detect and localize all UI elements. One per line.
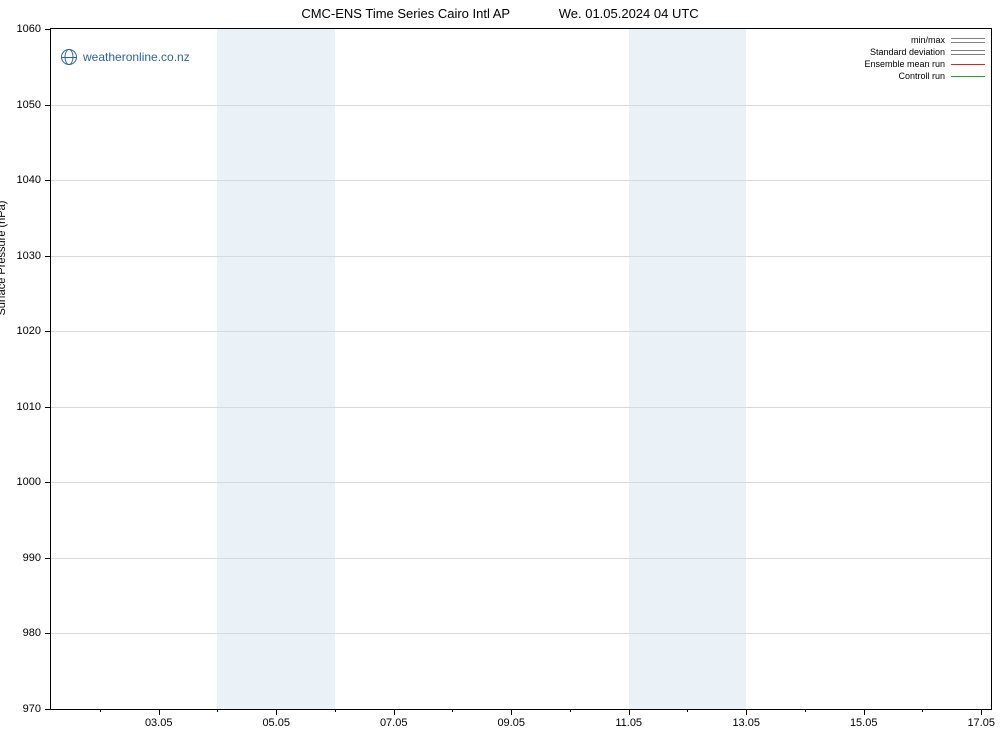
chart-date: We. 01.05.2024 04 UTC bbox=[559, 6, 699, 21]
y-tick-label: 1060 bbox=[17, 23, 41, 35]
grid-line bbox=[51, 180, 991, 181]
y-tick-label: 970 bbox=[23, 703, 41, 715]
y-tick-label: 1010 bbox=[17, 401, 41, 413]
x-tick-minor bbox=[100, 709, 101, 712]
x-tick-minor bbox=[687, 709, 688, 712]
y-tick-label: 1040 bbox=[17, 174, 41, 186]
chart-container: CMC-ENS Time Series Cairo Intl AP We. 01… bbox=[0, 0, 1000, 733]
legend-item: Ensemble mean run bbox=[864, 58, 985, 70]
watermark: weatheronline.co.nz bbox=[61, 49, 190, 65]
grid-line bbox=[51, 482, 991, 483]
y-tick bbox=[45, 709, 51, 710]
grid-line bbox=[51, 105, 991, 106]
y-tick bbox=[45, 256, 51, 257]
x-tick-label: 15.05 bbox=[850, 717, 878, 729]
legend-item: Controll run bbox=[898, 70, 985, 82]
x-tick-label: 09.05 bbox=[497, 717, 525, 729]
x-tick-label: 05.05 bbox=[262, 717, 290, 729]
x-tick-minor bbox=[452, 709, 453, 712]
globe-icon bbox=[61, 49, 77, 65]
x-tick bbox=[276, 709, 277, 715]
legend-line-icon bbox=[951, 64, 985, 65]
y-tick-label: 1050 bbox=[17, 99, 41, 111]
x-tick-label: 13.05 bbox=[732, 717, 760, 729]
y-tick-label: 990 bbox=[23, 552, 41, 564]
legend-line-icon bbox=[951, 76, 985, 77]
legend-item: Standard deviation bbox=[870, 46, 985, 58]
legend-line-icon bbox=[951, 38, 985, 43]
legend-label: Ensemble mean run bbox=[864, 59, 945, 69]
y-tick bbox=[45, 558, 51, 559]
y-tick-label: 1000 bbox=[17, 476, 41, 488]
legend: min/max Standard deviation Ensemble mean r… bbox=[864, 34, 985, 82]
x-tick-label: 17.05 bbox=[967, 717, 995, 729]
grid-line bbox=[51, 558, 991, 559]
legend-item: min/max bbox=[911, 34, 985, 46]
y-tick-label: 1020 bbox=[17, 325, 41, 337]
x-tick-minor bbox=[805, 709, 806, 712]
x-tick-minor bbox=[570, 709, 571, 712]
x-tick bbox=[394, 709, 395, 715]
chart-title: CMC-ENS Time Series Cairo Intl AP bbox=[301, 6, 510, 21]
x-tick-label: 03.05 bbox=[145, 717, 173, 729]
x-tick bbox=[746, 709, 747, 715]
weekend-band bbox=[217, 29, 335, 709]
legend-label: min/max bbox=[911, 35, 945, 45]
legend-line-icon bbox=[951, 50, 985, 55]
x-tick-minor bbox=[922, 709, 923, 712]
y-tick-label: 1030 bbox=[17, 250, 41, 262]
x-tick-label: 07.05 bbox=[380, 717, 408, 729]
y-tick bbox=[45, 407, 51, 408]
y-tick-label: 980 bbox=[23, 627, 41, 639]
x-tick bbox=[981, 709, 982, 715]
chart-title-group: CMC-ENS Time Series Cairo Intl AP We. 01… bbox=[0, 6, 1000, 21]
legend-label: Controll run bbox=[898, 71, 945, 81]
x-tick-label: 11.05 bbox=[615, 717, 642, 729]
y-axis-label: Surface Pressure (hPa) bbox=[0, 200, 8, 315]
y-tick bbox=[45, 180, 51, 181]
y-tick bbox=[45, 633, 51, 634]
x-tick bbox=[159, 709, 160, 715]
x-tick-minor bbox=[335, 709, 336, 712]
weekend-band bbox=[629, 29, 747, 709]
grid-line bbox=[51, 407, 991, 408]
y-tick bbox=[45, 331, 51, 332]
y-tick bbox=[45, 105, 51, 106]
plot-area: 970980990100010101020103010401050106003.… bbox=[50, 28, 992, 710]
x-tick bbox=[629, 709, 630, 715]
x-tick-minor bbox=[217, 709, 218, 712]
grid-line bbox=[51, 256, 991, 257]
legend-label: Standard deviation bbox=[870, 47, 945, 57]
x-tick bbox=[511, 709, 512, 715]
y-tick bbox=[45, 482, 51, 483]
x-tick bbox=[864, 709, 865, 715]
watermark-text: weatheronline.co.nz bbox=[83, 50, 190, 64]
grid-line bbox=[51, 331, 991, 332]
y-tick bbox=[45, 29, 51, 30]
grid-line bbox=[51, 633, 991, 634]
